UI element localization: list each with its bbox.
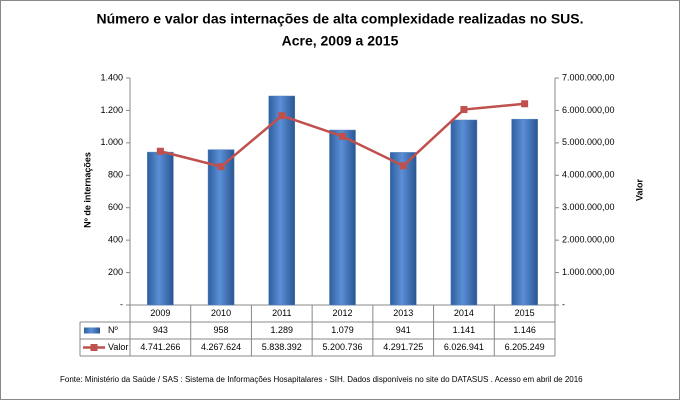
table-value: 1.289: [271, 325, 294, 335]
x-tick-label: 2009: [150, 308, 170, 318]
x-tick-label: 2015: [515, 308, 535, 318]
y2-tick-label: 7.000.000,00: [562, 72, 615, 82]
y2-tick-label: 5.000.000,00: [562, 137, 615, 147]
table-value: 941: [396, 325, 411, 335]
marker: [217, 163, 225, 171]
legend-label: Valor: [108, 342, 128, 352]
table-value: 943: [153, 325, 168, 335]
marker: [278, 112, 286, 120]
table-value: 1.141: [453, 325, 476, 335]
y-tick-label: 1.200: [100, 105, 123, 115]
legend-key: [84, 327, 100, 334]
marker: [521, 100, 529, 108]
y2-tick-label: 6.000.000,00: [562, 105, 615, 115]
table-value: 6.026.941: [444, 342, 484, 352]
table-value: 5.838.392: [262, 342, 302, 352]
table-value: 4.741.266: [140, 342, 180, 352]
bar: [450, 119, 478, 306]
bar: [511, 118, 538, 306]
y2-tick-label: 4.000.000,00: [562, 170, 615, 180]
table-value: 1.079: [331, 325, 354, 335]
table-value: 4.291.725: [383, 342, 423, 352]
y2-tick-label: -: [562, 299, 565, 309]
marker: [156, 147, 164, 155]
y-axis-label: Nº de internações: [82, 152, 92, 228]
bar: [329, 129, 356, 306]
marker: [339, 132, 346, 140]
bar: [268, 95, 296, 306]
x-tick-label: 2014: [454, 308, 474, 318]
table-value: 958: [214, 325, 229, 335]
bar: [389, 152, 417, 306]
table-value: 6.205.249: [505, 342, 545, 352]
y-tick-label: -: [120, 299, 123, 309]
y-tick-label: 1.000: [100, 137, 123, 147]
table-value: 1.146: [513, 325, 536, 335]
x-tick-label: 2010: [211, 308, 231, 318]
bar: [207, 149, 235, 306]
bar: [147, 151, 174, 306]
y-tick-label: 400: [108, 235, 123, 245]
y-tick-label: 1.400: [100, 72, 123, 82]
marker: [460, 106, 468, 114]
y2-tick-label: 1.000.000,00: [562, 267, 615, 277]
source-note: Fonte: Ministério da Saúde / SAS : Siste…: [60, 375, 583, 384]
table-value: 5.200.736: [322, 342, 362, 352]
y2-axis-label: Valor: [634, 178, 644, 201]
y-tick-label: 600: [108, 202, 123, 212]
y2-tick-label: 3.000.000,00: [562, 202, 615, 212]
marker: [399, 162, 407, 170]
x-tick-label: 2011: [272, 308, 291, 318]
y-tick-label: 800: [108, 170, 123, 180]
y2-tick-label: 2.000.000,00: [562, 235, 615, 245]
chart-subtitle: Acre, 2009 a 2015: [282, 33, 399, 49]
table-value: 4.267.624: [201, 342, 241, 352]
legend-key: [90, 344, 98, 351]
legend-label: Nº: [108, 325, 118, 335]
x-tick-label: 2012: [332, 308, 352, 318]
y-tick-label: 200: [108, 267, 123, 277]
chart-title: Número e valor das internações de alta c…: [96, 11, 583, 27]
x-tick-label: 2013: [393, 308, 413, 318]
